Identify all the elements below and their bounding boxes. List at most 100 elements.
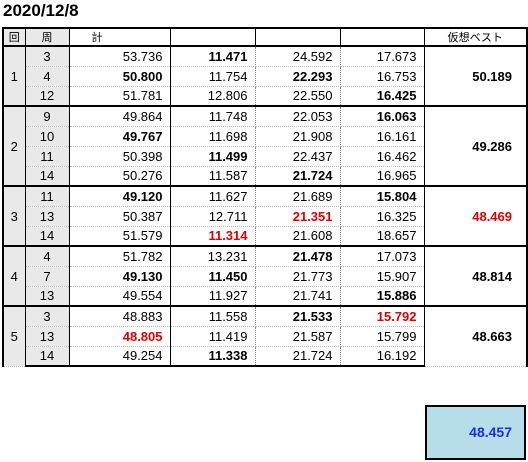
shu-cell: 14 [24,225,70,247]
sheet-date: 2020/12/8 [3,1,79,20]
s1-cell: 11.419 [169,325,256,347]
table-row: 4 4 51.782 13.231 21.478 17.073 48.814 [2,245,528,307]
kei-cell: 50.276 [68,165,171,187]
shu-cell: 11 [24,145,70,167]
shu-cell: 12 [24,85,70,107]
kai-cell: 2 [2,105,26,187]
kei-cell: 49.120 [68,185,171,207]
kai-cell: 3 [2,185,26,247]
kei-cell: 49.767 [68,125,171,147]
table-row: 14 51.579 11.314 21.608 18.657 [3,225,527,247]
shu-cell: 13 [24,325,70,347]
shu-cell: 13 [24,205,70,227]
s2-cell: 22.550 [254,85,341,107]
header-s1 [169,27,256,47]
best-cell: 48.469 [423,185,528,247]
s1-cell: 11.587 [169,165,256,187]
s1-cell: 11.558 [169,305,256,327]
s2-cell: 21.724 [254,345,341,367]
kei-cell: 51.781 [68,85,171,107]
s3-cell: 15.792 [339,305,425,327]
shu-cell: 14 [24,165,70,187]
table-row: 13 50.387 12.711 21.351 16.325 [3,205,527,227]
s2-cell: 21.773 [254,265,341,287]
header-best: 仮想ベスト [423,27,528,47]
best-cell: 48.663 [423,305,528,367]
s2-cell: 22.437 [254,145,341,167]
s2-cell: 21.533 [254,305,341,327]
s3-cell: 18.657 [339,225,425,247]
s3-cell: 17.073 [339,245,425,267]
kei-cell: 49.554 [68,285,171,307]
s1-cell: 11.499 [169,145,256,167]
s3-cell: 15.799 [339,325,425,347]
s1-cell: 11.627 [169,185,256,207]
table-row: 1 3 53.736 11.471 24.592 17.673 50.189 [2,45,528,107]
kai-cell: 1 [2,45,26,107]
shu-cell: 13 [24,285,70,307]
kei-cell: 51.579 [68,225,171,247]
s1-cell: 11.927 [169,285,256,307]
table-row: 13 49.554 11.927 21.741 15.886 [3,285,527,307]
s1-cell: 11.698 [169,125,256,147]
shu-cell: 11 [24,185,70,207]
shu-cell: 7 [24,265,70,287]
kei-cell: 49.864 [68,105,171,127]
best-cell: 50.189 [423,45,528,107]
s3-cell: 16.462 [339,145,425,167]
s3-cell: 15.907 [339,265,425,287]
s2-cell: 21.608 [254,225,341,247]
table-row: 13 48.805 11.419 21.587 15.799 [3,325,527,347]
s2-cell: 22.053 [254,105,341,127]
shu-cell: 14 [24,345,70,367]
s1-cell: 11.754 [169,65,256,87]
s3-cell: 16.161 [339,125,425,147]
table-row: 5 3 48.883 11.558 21.533 15.792 48.663 [2,305,528,367]
s1-cell: 12.806 [169,85,256,107]
header-s3 [339,27,425,47]
s1-cell: 12.711 [169,205,256,227]
s2-cell: 21.724 [254,165,341,187]
kei-cell: 49.130 [68,265,171,287]
shu-cell: 4 [24,245,70,267]
s3-cell: 17.673 [339,45,425,67]
s2-cell: 21.741 [254,285,341,307]
kei-cell: 49.254 [68,345,171,367]
shu-cell: 4 [24,65,70,87]
table-row: 14 49.254 11.338 21.724 16.192 [3,345,527,367]
s2-cell: 24.592 [254,45,341,67]
s3-cell: 16.325 [339,205,425,227]
s3-cell: 16.192 [339,345,425,367]
header-s2 [254,27,341,47]
s3-cell: 16.425 [339,85,425,107]
best-cell: 48.814 [423,245,528,307]
kai-cell: 5 [2,305,26,367]
shu-cell: 10 [24,125,70,147]
shu-cell: 3 [24,305,70,327]
s1-cell: 11.748 [169,105,256,127]
table-row: 3 11 49.120 11.627 21.689 15.804 48.469 [2,185,528,247]
lap-time-table: 回 周 計 仮想ベスト 1 3 53.736 11.471 24.592 17.673 50… [2,27,528,367]
kei-cell: 48.883 [68,305,171,327]
s1-cell: 11.450 [169,265,256,287]
s2-cell: 21.478 [254,245,341,267]
shu-cell: 3 [24,45,70,67]
overall-best-cell: 48.457 [425,405,526,460]
s1-cell: 11.338 [169,345,256,367]
s3-cell: 16.965 [339,165,425,187]
s1-cell: 11.471 [169,45,256,67]
s1-cell: 11.314 [169,225,256,247]
header-kei: 計 [68,27,171,47]
header-kai: 回 [2,27,26,47]
shu-cell: 9 [24,105,70,127]
s1-cell: 13.231 [169,245,256,267]
kei-cell: 50.398 [68,145,171,167]
kei-cell: 53.736 [68,45,171,67]
s3-cell: 16.753 [339,65,425,87]
s3-cell: 16.063 [339,105,425,127]
s2-cell: 21.351 [254,205,341,227]
kei-cell: 50.387 [68,205,171,227]
table-row: 14 50.276 11.587 21.724 16.965 [3,165,527,187]
s2-cell: 21.689 [254,185,341,207]
table-row: 10 49.767 11.698 21.908 16.161 [3,125,527,147]
